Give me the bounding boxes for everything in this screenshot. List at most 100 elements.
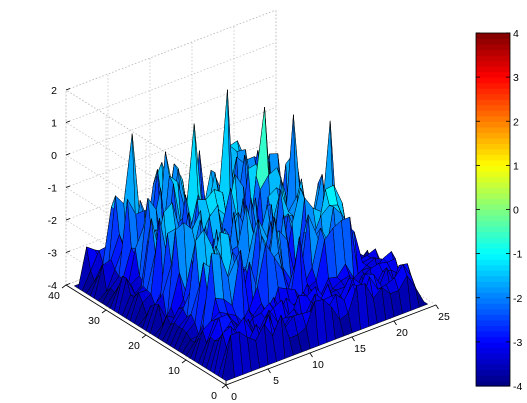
colorbar-tick-label: 4 xyxy=(513,28,519,40)
x-gridline xyxy=(191,42,353,338)
colorbar-step xyxy=(476,71,510,78)
x-tick-mark xyxy=(225,384,229,390)
x-tick-mark xyxy=(351,336,355,342)
colorbar-step xyxy=(476,55,510,62)
colorbar-step xyxy=(476,115,510,122)
colorbar-step xyxy=(476,341,510,348)
colorbar-step xyxy=(476,203,510,211)
colorbar-step xyxy=(476,187,510,194)
colorbar-step xyxy=(476,242,510,249)
colorbar-step xyxy=(476,148,510,155)
colorbar-step xyxy=(476,308,510,315)
x-tick-label: 0 xyxy=(231,391,237,403)
colorbar-step xyxy=(476,198,510,205)
y-tick-mark xyxy=(181,359,187,364)
colorbar-step xyxy=(476,259,510,266)
colorbar-tick-label: 2 xyxy=(513,116,519,128)
colorbar-step xyxy=(476,226,510,233)
x-tick-label: 5 xyxy=(273,375,279,387)
colorbar-step xyxy=(476,93,510,100)
colorbar-step xyxy=(476,297,510,304)
colorbar-step xyxy=(476,231,510,238)
colorbar-tick-label: 1 xyxy=(513,160,519,172)
colorbar-tick-label: -3 xyxy=(513,337,522,349)
colorbar-step xyxy=(476,281,510,288)
colorbar-step xyxy=(476,358,510,365)
y-tick-label: 0 xyxy=(211,390,217,402)
colorbar-step xyxy=(476,275,510,282)
x-tick-mark xyxy=(435,304,439,310)
y-tick-mark xyxy=(61,284,67,289)
x-tick-label: 25 xyxy=(438,311,450,323)
x-tick-mark xyxy=(393,320,397,326)
colorbar-step xyxy=(476,159,510,166)
z-tick-label: 2 xyxy=(51,85,57,97)
surface-patch xyxy=(415,287,429,308)
y-tick-mark xyxy=(141,334,147,339)
colorbar-step xyxy=(476,220,510,227)
z-tick-label: -1 xyxy=(48,183,57,195)
x-tick-label: 10 xyxy=(312,359,324,371)
x-tick-label: 15 xyxy=(354,343,366,355)
colorbar-step xyxy=(476,369,510,376)
colorbar-step xyxy=(476,325,510,332)
x-tick-label: 20 xyxy=(396,327,408,339)
colorbar-step xyxy=(476,176,510,183)
colorbar-step xyxy=(476,137,510,144)
y-tick-label: 30 xyxy=(88,315,100,327)
surface-patch xyxy=(255,106,269,190)
colorbar-step xyxy=(476,253,510,260)
colorbar-step xyxy=(476,363,510,371)
z-tick-label: 1 xyxy=(51,118,57,130)
colorbar-step xyxy=(476,330,510,337)
x-gridline xyxy=(275,10,437,306)
z-tick-label: 0 xyxy=(51,150,57,162)
colorbar-tick-label: 0 xyxy=(513,205,519,217)
colorbar-step xyxy=(476,143,510,150)
colorbar: -4 -3 -2 -1 0 1 2 3 4 xyxy=(475,28,522,393)
x-tick-mark xyxy=(309,352,313,358)
x-gridline xyxy=(233,26,395,322)
x-tick-mark xyxy=(267,368,271,374)
colorbar-tick-label: -2 xyxy=(513,293,522,305)
colorbar-step xyxy=(476,104,510,111)
z-tick-mark xyxy=(65,120,71,123)
z-tick-mark xyxy=(65,283,71,286)
surface xyxy=(73,89,429,382)
colorbar-step xyxy=(476,165,510,172)
colorbar-step xyxy=(476,181,510,189)
colorbar-step xyxy=(476,82,510,89)
colorbar-step xyxy=(476,126,510,133)
colorbar-step xyxy=(476,110,510,117)
colorbar-step xyxy=(476,209,510,216)
colorbar-step xyxy=(476,154,510,161)
colorbar-step xyxy=(476,77,510,84)
z-tick-mark xyxy=(65,153,71,156)
colorbar-step xyxy=(476,347,510,354)
colorbar-tick-label: -4 xyxy=(513,381,522,393)
colorbar-step xyxy=(476,170,510,178)
axis-ticks: 0 5 10 15 20 25 0 10 20 30 40-4 -3 -2 -1 0 1 2 xyxy=(48,85,450,403)
z-tick-mark xyxy=(65,218,71,221)
colorbar-step xyxy=(476,314,510,321)
colorbar-step xyxy=(476,66,510,73)
colorbar-tick-label: -1 xyxy=(513,249,522,261)
colorbar-step xyxy=(476,132,510,139)
colorbar-step xyxy=(476,352,510,360)
colorbar-step xyxy=(476,99,510,106)
colorbar-step xyxy=(476,215,510,222)
colorbar-step xyxy=(476,248,510,255)
colorbar-step xyxy=(476,88,510,95)
colorbar-tick-label: 3 xyxy=(513,72,519,84)
colorbar-step xyxy=(476,292,510,299)
colorbar-step xyxy=(476,336,510,343)
colorbar-step xyxy=(476,121,510,128)
y-tick-mark xyxy=(101,309,107,314)
colorbar-step xyxy=(476,192,510,200)
y-tick-label: 40 xyxy=(48,290,60,302)
colorbar-step xyxy=(476,237,510,244)
z-tick-mark xyxy=(65,185,71,188)
colorbar-step xyxy=(476,374,510,382)
